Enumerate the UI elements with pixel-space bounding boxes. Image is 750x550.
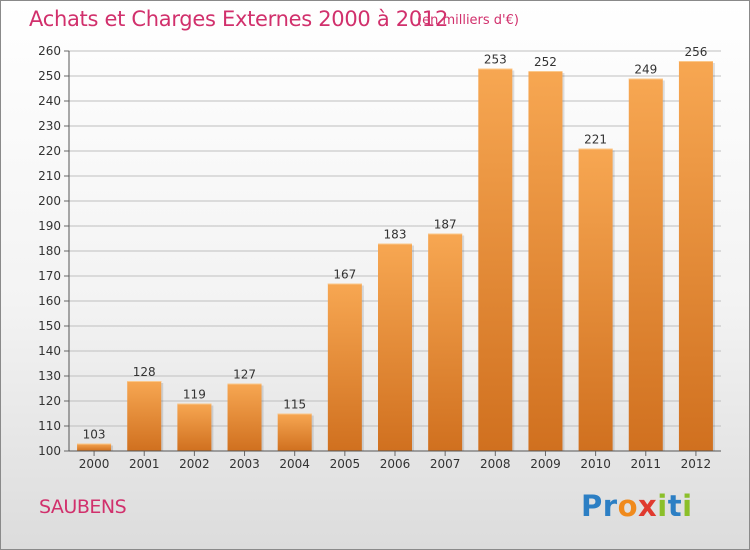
data-label: 115 bbox=[283, 398, 306, 412]
data-label: 253 bbox=[484, 53, 507, 67]
bar bbox=[678, 61, 713, 451]
y-tick-label: 100 bbox=[38, 444, 61, 458]
y-tick-label: 120 bbox=[38, 394, 61, 408]
data-label: 221 bbox=[584, 133, 607, 147]
chart-title: Achats et Charges Externes 2000 à 2012 bbox=[29, 7, 449, 31]
data-labels: 103 128 119 127 115 167 183 187 253 252 221 249 256 bbox=[83, 45, 708, 442]
bar bbox=[578, 148, 613, 451]
y-tick-label: 200 bbox=[38, 194, 61, 208]
data-label: 256 bbox=[684, 45, 707, 59]
y-tick-label: 110 bbox=[38, 419, 61, 433]
x-tick-label: 2005 bbox=[330, 457, 361, 471]
bar bbox=[428, 233, 463, 451]
bar bbox=[327, 283, 362, 451]
y-tick-label: 190 bbox=[38, 219, 61, 233]
x-tick-label: 2008 bbox=[480, 457, 511, 471]
data-label: 103 bbox=[83, 428, 106, 442]
x-axis-ticks: 2000 2001 2002 2003 2004 2005 2006 2007 2008 2009… bbox=[79, 451, 711, 471]
data-label: 167 bbox=[333, 268, 356, 282]
x-tick-label: 2000 bbox=[79, 457, 110, 471]
logo-letter: r bbox=[602, 489, 618, 523]
bar bbox=[227, 383, 262, 451]
data-label: 249 bbox=[634, 63, 657, 77]
data-label: 252 bbox=[534, 55, 557, 69]
y-tick-label: 260 bbox=[38, 44, 61, 58]
y-tick-label: 140 bbox=[38, 344, 61, 358]
x-tick-label: 2006 bbox=[380, 457, 411, 471]
x-tick-label: 2010 bbox=[580, 457, 611, 471]
x-tick-label: 2002 bbox=[179, 457, 210, 471]
y-tick-label: 240 bbox=[38, 94, 61, 108]
commune-name: SAUBENS bbox=[39, 496, 127, 518]
y-axis-ticks: 100 110 120 130 140 150 160 170 180 190 200 210 220 2… bbox=[38, 44, 69, 458]
chart-unit: (en milliers d'€) bbox=[417, 13, 519, 28]
proxiti-logo: Proxiti bbox=[581, 489, 693, 523]
x-tick-label: 2001 bbox=[129, 457, 160, 471]
bars bbox=[77, 61, 715, 451]
data-label: 127 bbox=[233, 368, 256, 382]
y-tick-label: 150 bbox=[38, 319, 61, 333]
logo-letter: t bbox=[667, 489, 683, 523]
y-tick-label: 220 bbox=[38, 144, 61, 158]
data-label: 128 bbox=[133, 365, 156, 379]
x-tick-label: 2003 bbox=[229, 457, 260, 471]
bar bbox=[628, 78, 663, 451]
logo-letter: i bbox=[657, 489, 668, 523]
y-tick-label: 230 bbox=[38, 119, 61, 133]
y-tick-label: 160 bbox=[38, 294, 61, 308]
bar bbox=[528, 71, 563, 451]
bar bbox=[478, 68, 513, 451]
bar bbox=[77, 443, 112, 451]
logo-letter: i bbox=[682, 489, 693, 523]
bar bbox=[177, 403, 212, 451]
x-tick-label: 2012 bbox=[681, 457, 712, 471]
x-tick-label: 2007 bbox=[430, 457, 461, 471]
x-tick-label: 2004 bbox=[279, 457, 310, 471]
x-tick-label: 2009 bbox=[530, 457, 561, 471]
logo-letter: o bbox=[617, 489, 639, 523]
logo-letter: x bbox=[638, 489, 658, 523]
bar bbox=[277, 413, 312, 451]
y-tick-label: 130 bbox=[38, 369, 61, 383]
data-label: 119 bbox=[183, 388, 206, 402]
y-tick-label: 250 bbox=[38, 69, 61, 83]
y-tick-label: 180 bbox=[38, 244, 61, 258]
y-tick-label: 210 bbox=[38, 169, 61, 183]
x-tick-label: 2011 bbox=[630, 457, 661, 471]
logo-letter: P bbox=[581, 489, 603, 523]
y-tick-label: 170 bbox=[38, 269, 61, 283]
data-label: 187 bbox=[434, 218, 457, 232]
bar bbox=[127, 381, 162, 451]
bar bbox=[378, 243, 412, 451]
data-label: 183 bbox=[384, 228, 407, 242]
